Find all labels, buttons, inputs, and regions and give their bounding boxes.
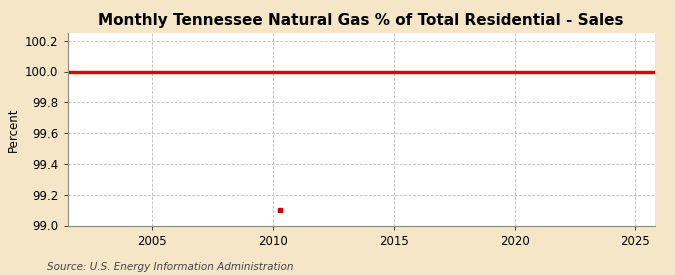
Title: Monthly Tennessee Natural Gas % of Total Residential - Sales: Monthly Tennessee Natural Gas % of Total…: [99, 13, 624, 28]
Text: Source: U.S. Energy Information Administration: Source: U.S. Energy Information Administ…: [47, 262, 294, 272]
Y-axis label: Percent: Percent: [7, 107, 20, 152]
